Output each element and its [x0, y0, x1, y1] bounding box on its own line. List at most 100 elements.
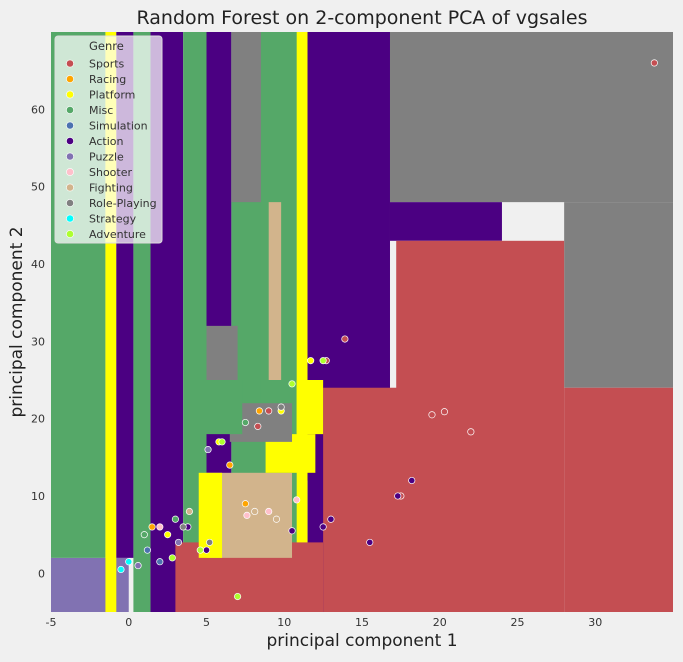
chart-title: Random Forest on 2-component PCA of vgsa… [136, 7, 587, 29]
y-tick-label: 10 [31, 490, 45, 503]
scatter-points [117, 59, 658, 601]
legend-marker-puzzle [66, 152, 74, 161]
legend-label-action: Action [89, 135, 123, 148]
y-tick-label: 50 [31, 181, 45, 194]
point-shooter [293, 496, 301, 504]
x-tick-label: -5 [46, 616, 57, 629]
point-role-playing [179, 523, 187, 531]
point-action [202, 546, 211, 554]
point-racing [226, 461, 234, 469]
decision-regions [51, 32, 673, 612]
point-sports [428, 411, 436, 419]
region-sports [564, 387, 673, 612]
point-platform [307, 357, 315, 365]
legend-marker-shooter [66, 168, 74, 176]
x-tick-label: 30 [588, 616, 602, 629]
point-adventure [234, 592, 242, 601]
point-fighting [251, 507, 259, 516]
legend-label-role-playing: Role-Playing [89, 197, 157, 210]
point-action [288, 527, 296, 535]
region-puzzle [51, 557, 129, 612]
point-action [366, 538, 374, 546]
point-adventure [196, 546, 204, 554]
y-tick-label: 0 [38, 567, 45, 580]
legend-marker-racing [66, 75, 74, 83]
legend-label-misc: Misc [89, 104, 113, 117]
point-action [319, 523, 327, 531]
point-puzzle [204, 446, 212, 454]
legend-marker-strategy [66, 214, 74, 223]
point-action [394, 492, 402, 500]
point-strategy [117, 565, 125, 574]
legend-items: Sports Racing Platform Misc Simulation Action… [66, 58, 157, 241]
legend-marker-misc [66, 106, 74, 114]
y-tick-label: 30 [31, 335, 45, 348]
point-misc [241, 418, 249, 427]
point-misc [171, 515, 179, 523]
region-platform [105, 32, 117, 612]
point-fighting [272, 515, 281, 523]
legend-marker-platform [66, 90, 74, 99]
region-misc [183, 32, 207, 612]
point-shooter [265, 507, 273, 516]
legend: Genre Sports Racing Platform Misc Simulation… [54, 35, 163, 244]
region-misc [206, 380, 243, 435]
region-action [389, 202, 502, 241]
region-platform [296, 32, 308, 612]
region-role-playing [564, 202, 673, 388]
legend-marker-adventure [66, 230, 74, 238]
y-tick-label: 60 [31, 103, 45, 116]
legend-label-racing: Racing [89, 73, 126, 86]
point-sports [265, 407, 273, 415]
legend-box [54, 35, 163, 244]
x-tick-label: 20 [433, 616, 447, 629]
point-simulation [143, 546, 151, 554]
x-tick-label: 10 [277, 616, 291, 629]
y-tick-label: 20 [31, 413, 45, 426]
point-sports [467, 428, 475, 436]
legend-marker-role-playing [66, 199, 74, 207]
point-sports [254, 422, 262, 430]
legend-label-adventure: Adventure [89, 228, 146, 241]
point-shooter [156, 523, 164, 531]
point-racing [255, 407, 263, 415]
point-role-playing [206, 538, 214, 546]
point-misc [140, 531, 148, 539]
y-tick-label: 40 [31, 258, 45, 271]
point-racing [148, 523, 156, 531]
region-sports [323, 387, 401, 612]
x-tick-label: 15 [355, 616, 369, 629]
legend-title: Genre [89, 39, 124, 53]
point-puzzle [134, 562, 142, 570]
region-role-playing [389, 32, 673, 203]
legend-marker-fighting [66, 183, 74, 192]
point-sports [440, 408, 448, 416]
point-role-playing [277, 403, 285, 411]
point-action [327, 515, 335, 523]
x-tick-label: 25 [511, 616, 525, 629]
point-strategy [125, 558, 133, 566]
legend-label-simulation: Simulation [89, 120, 148, 133]
y-axis-label: principal component 2 [7, 226, 27, 417]
point-adventure [319, 357, 327, 365]
point-action [408, 476, 416, 485]
region-fighting [268, 202, 282, 380]
point-adventure [218, 438, 226, 446]
legend-label-puzzle: Puzzle [89, 151, 124, 164]
region-platform [296, 380, 324, 435]
x-axis-ticks: -5 0 5 10 15 20 25 30 [46, 616, 603, 629]
legend-label-platform: Platform [89, 89, 135, 102]
legend-marker-sports [66, 59, 74, 68]
legend-label-shooter: Shooter [89, 166, 132, 179]
legend-marker-simulation [66, 121, 74, 130]
x-tick-label: 0 [125, 616, 132, 629]
region-role-playing [206, 325, 238, 380]
legend-label-strategy: Strategy [89, 213, 137, 226]
point-puzzle [174, 538, 183, 546]
region-platform [198, 472, 223, 558]
point-fighting [185, 507, 193, 516]
x-tick-label: 5 [203, 616, 210, 629]
point-racing [241, 500, 249, 508]
region-sports [396, 240, 565, 612]
